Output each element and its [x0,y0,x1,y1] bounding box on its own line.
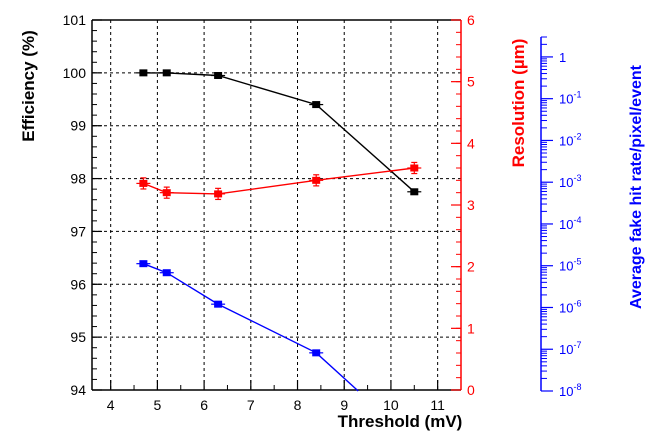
fake-rate-tick-label: 1 [559,50,566,65]
efficiency-data-point [312,101,321,109]
x-tick-label: 4 [107,397,115,413]
fake-rate-axis-label: Average fake hit rate/pixel/event [628,64,645,309]
x-tick-label: 7 [247,397,255,413]
efficiency-tick-label: 100 [63,65,87,81]
efficiency-data-point [410,188,419,196]
grid [92,20,461,390]
efficiency-tick-label: 95 [70,329,86,345]
fake_rate-data-point [139,260,148,268]
resolution-data-point [139,179,148,187]
efficiency-data-point [214,72,223,79]
fake-rate-tick-label: 10-4 [559,215,581,232]
efficiency-tick-label: 97 [70,223,86,239]
fake-rate-tick-label: 10-5 [559,257,581,274]
fake_rate-data-point [162,269,171,277]
fake-rate-tick-exponent: -2 [573,131,581,141]
resolution-tick-label: 1 [467,320,475,336]
resolution-axis-label: Resolution (µm) [509,39,528,168]
resolution-tick-label: 4 [467,135,475,151]
fake-rate-tick-label: 10-1 [559,90,581,107]
efficiency-data-point [162,69,171,77]
fake-rate-tick-exponent: -7 [573,340,581,350]
fake_rate-data-point [214,300,223,308]
resolution-tick-label: 6 [467,12,475,28]
fake-rate-tick-label: 10-6 [559,298,581,315]
x-tick-label: 9 [340,397,348,413]
fake-rate-tick-exponent: -3 [573,173,581,183]
fake-rate-tick-label: 10-7 [559,340,581,357]
efficiency-tick-label: 94 [70,382,86,398]
fake-rate-tick-exponent: -1 [573,90,581,100]
fake-rate-tick-exponent: -8 [573,382,581,392]
efficiency-series-line [143,72,415,193]
fake-rate-tick-exponent: -4 [573,215,581,225]
resolution-data-point [162,189,171,197]
x-tick-label: 5 [153,397,161,413]
efficiency-tick-label: 98 [70,171,86,187]
series-layer [136,69,422,392]
efficiency-tick-label: 99 [70,118,86,134]
x-tick-label: 6 [200,397,208,413]
x-tick-label: 10 [383,397,399,413]
resolution-series-line [143,167,415,195]
fake-rate-tick-label: 10-3 [559,173,581,190]
resolution-data-point [410,164,419,172]
resolution-tick-label: 5 [467,74,475,90]
resolution-tick-label: 2 [467,259,475,275]
fake_rate-data-point [312,349,321,357]
efficiency-tick-label: 96 [70,276,86,292]
axes: 4 5 6 7 8 9 10 119495969798991001010123456110-1… [63,12,582,413]
efficiency-axis-label: Efficiency (%) [19,30,38,141]
x-tick-label: 8 [294,397,302,413]
x-tick-label: 11 [430,397,445,413]
efficiency-tick-label: 101 [63,12,87,28]
x-axis-label: Threshold (mV) [338,412,463,431]
fake-rate-tick-label: 10-8 [559,382,581,399]
resolution-tick-label: 3 [467,197,475,213]
resolution-data-point [214,190,223,198]
resolution-tick-label: 0 [467,382,475,398]
fake-rate-tick-label: 10-2 [559,131,581,148]
fake-rate-tick-exponent: -5 [573,257,581,267]
fake-rate-tick-exponent: -6 [573,298,581,308]
resolution-data-point [312,176,321,184]
efficiency-data-point [139,69,148,77]
